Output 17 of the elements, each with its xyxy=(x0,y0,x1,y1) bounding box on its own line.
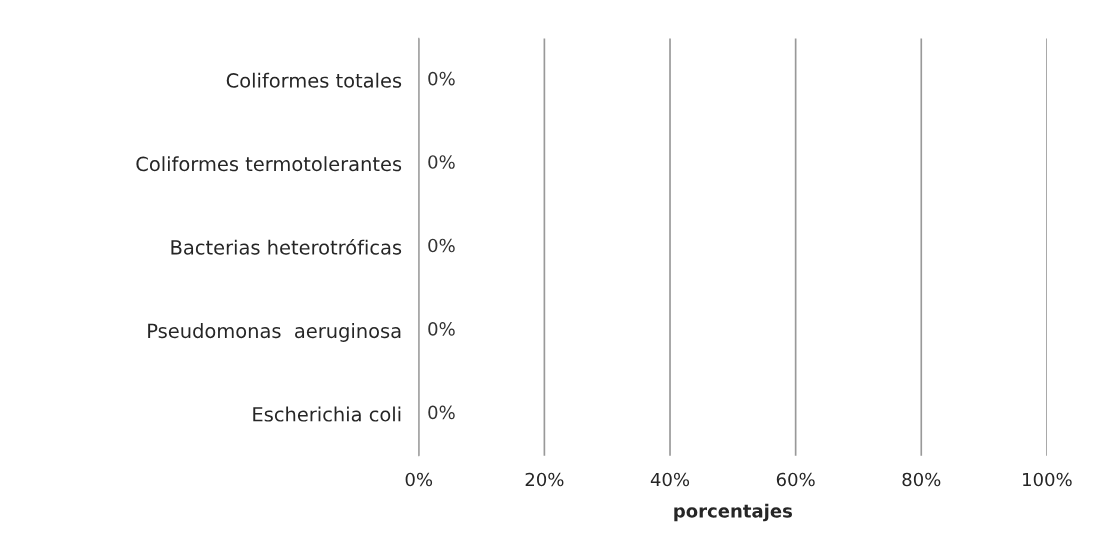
x-tick-label: 0% xyxy=(405,472,433,487)
y-tick-label: Coliformes termotolerantes xyxy=(136,156,402,172)
x-tick-label: 100% xyxy=(1023,472,1072,487)
data-label: 0% xyxy=(428,71,455,86)
y-tick-label: Bacterias heterotróficas xyxy=(171,238,402,255)
data-label: 0% xyxy=(428,238,455,253)
x-axis-title: porcentajes xyxy=(674,503,792,522)
x-tick-label: 80% xyxy=(902,472,941,487)
y-tick-label: Coliformes totales xyxy=(226,72,402,88)
data-label: 0% xyxy=(428,405,455,420)
x-tick-label: 60% xyxy=(776,472,815,487)
y-tick-label: Pseudomonas aeruginosa xyxy=(148,323,401,342)
x-tick-label: 20% xyxy=(525,472,564,487)
data-label: 0% xyxy=(428,155,455,169)
y-tick-label: Escherichia coli xyxy=(253,406,401,422)
x-tick-label: 40% xyxy=(650,472,690,487)
data-label: 0% xyxy=(428,322,455,336)
